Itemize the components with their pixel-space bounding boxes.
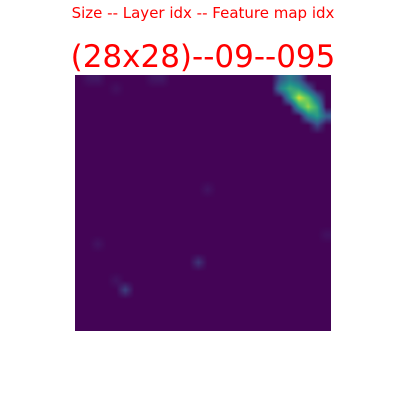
feature-map-heatmap — [75, 75, 331, 331]
figure-subtitle: Size -- Layer idx -- Feature map idx — [71, 4, 335, 22]
figure-title: (28x28)--09--095 — [70, 39, 336, 75]
